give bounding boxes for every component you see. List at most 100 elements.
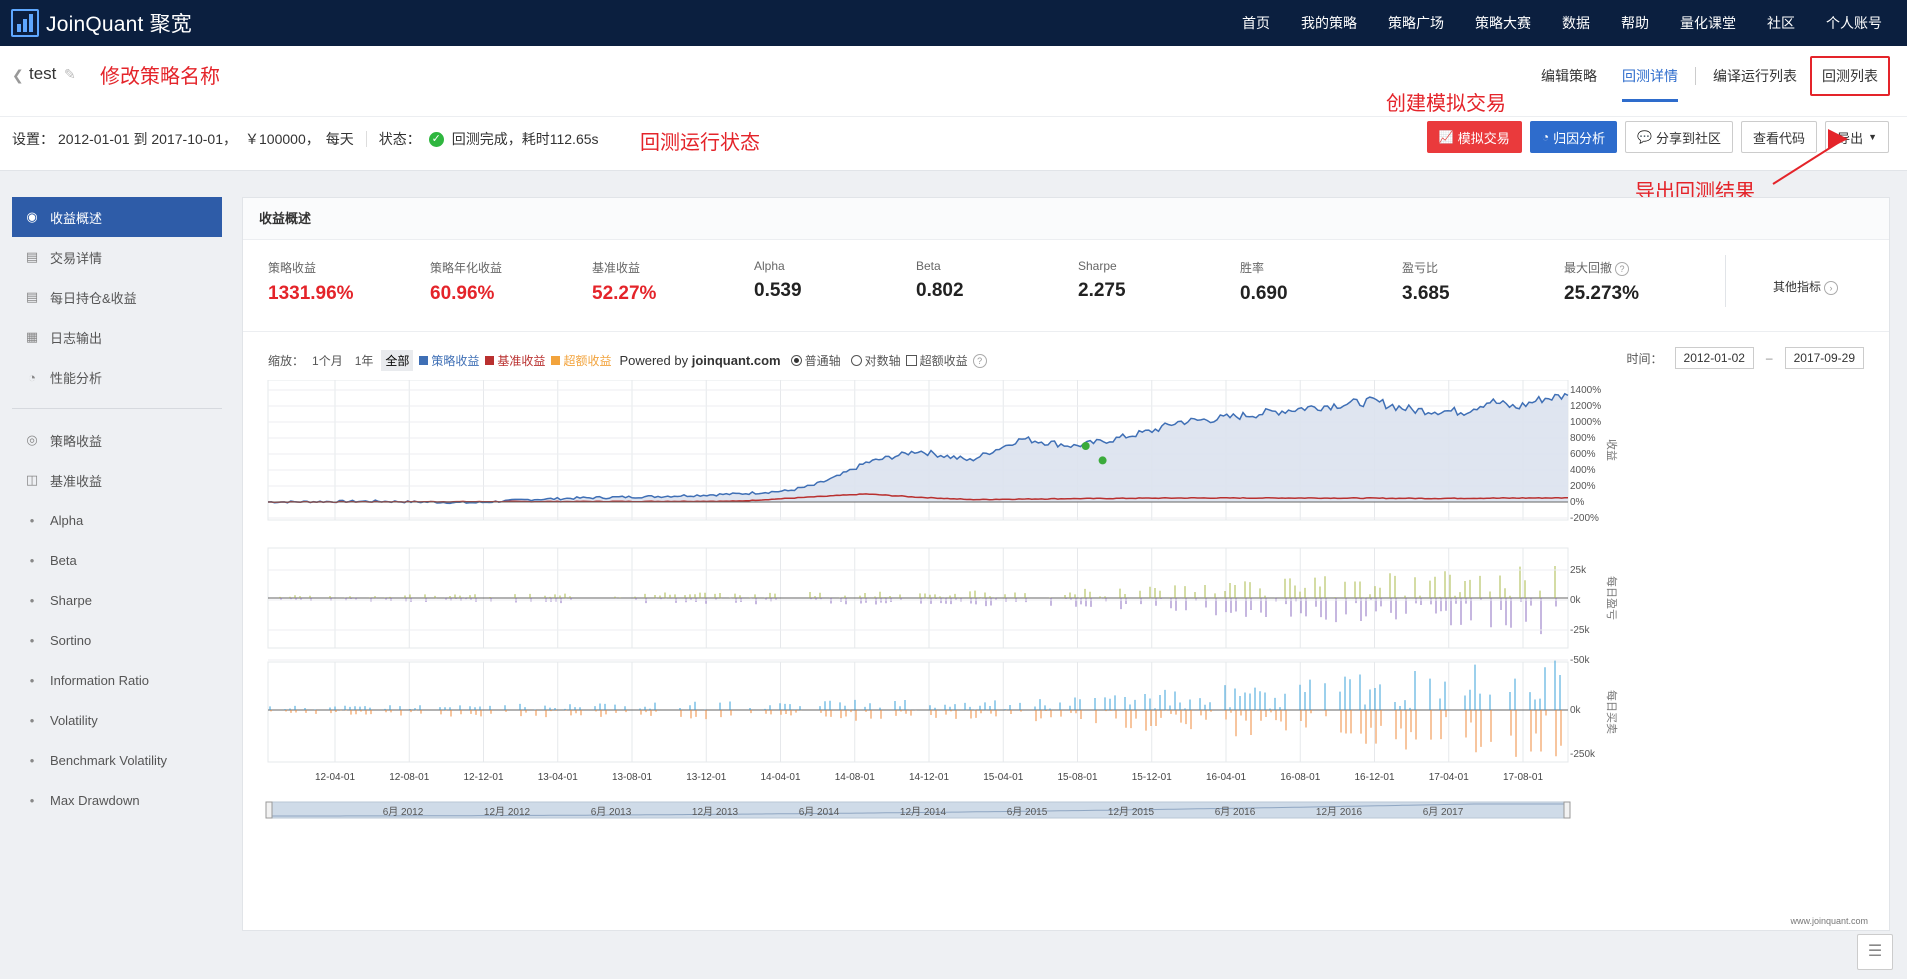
start-date-input[interactable]: 2012-01-02 bbox=[1674, 347, 1754, 369]
sidebar-item-information-ratio[interactable]: • Information Ratio bbox=[12, 660, 222, 700]
tab-divider bbox=[1695, 67, 1696, 85]
daily-trades-chart-frame bbox=[267, 661, 1569, 763]
metric-beta: Beta 0.802 bbox=[916, 259, 964, 302]
navigator-handle-right bbox=[1563, 801, 1571, 819]
share-label: 分享到社区 bbox=[1656, 130, 1722, 146]
list-menu-icon[interactable]: ☰ bbox=[1857, 934, 1893, 970]
tab-compile-list[interactable]: 编译运行列表 bbox=[1713, 68, 1797, 84]
nav-home[interactable]: 首页 bbox=[1242, 15, 1270, 31]
checkbox-excess-return[interactable] bbox=[905, 355, 917, 366]
pie-chart-icon: ◔ bbox=[1541, 130, 1550, 144]
nav-account[interactable]: 个人账号 bbox=[1826, 15, 1882, 31]
strategy-tabs: 编辑策略 回测详情 编译运行列表 回测列表 bbox=[1516, 56, 1890, 102]
legend-excess[interactable]: 超额收益 bbox=[563, 354, 612, 368]
normal-axis-label: 普通轴 bbox=[804, 354, 841, 368]
document-icon: ▤ bbox=[25, 249, 39, 264]
simulate-trade-button[interactable]: 📈 模拟交易 bbox=[1426, 121, 1522, 153]
attribution-button[interactable]: ◔ 归因分析 bbox=[1529, 121, 1618, 153]
back-chevron-icon[interactable]: ❮ bbox=[12, 67, 24, 83]
export-dropdown-button[interactable]: 导出 ▼ bbox=[1825, 121, 1889, 153]
y-tick-label: 25k bbox=[1570, 565, 1587, 576]
help-icon[interactable]: ? bbox=[1615, 262, 1630, 276]
x-tick-label: 14-12-01 bbox=[909, 772, 949, 783]
sidebar-item-alpha[interactable]: • Alpha bbox=[12, 500, 222, 540]
success-check-icon: ✓ bbox=[428, 131, 444, 147]
sidebar-item-label: 性能分析 bbox=[50, 370, 103, 386]
sidebar-item-sharpe[interactable]: • Sharpe bbox=[12, 580, 222, 620]
other-metrics-link[interactable]: 其他指标 › bbox=[1773, 278, 1839, 295]
metric-sharpe: Sharpe 2.275 bbox=[1078, 259, 1126, 302]
sidebar-item-overview[interactable]: ◉ 收益概述 bbox=[12, 197, 222, 237]
x-tick-label: 14-08-01 bbox=[835, 772, 875, 783]
sidebar-item-trades[interactable]: ▤ 交易详情 bbox=[12, 237, 222, 277]
sidebar-item-positions[interactable]: ▤ 每日持仓&收益 bbox=[12, 277, 222, 317]
metric-label: 最大回撤? bbox=[1564, 259, 1639, 276]
powered-prefix: Powered by bbox=[619, 353, 689, 368]
sidebar-item-benchmark-returns[interactable]: ◫ 基准收益 bbox=[12, 460, 222, 500]
x-tick-label: 17-08-01 bbox=[1503, 772, 1543, 783]
nav-community[interactable]: 社区 bbox=[1767, 15, 1795, 31]
sidebar-item-label: 日志输出 bbox=[50, 330, 103, 346]
sidebar-item-max-drawdown[interactable]: • Max Drawdown bbox=[12, 780, 222, 820]
navigator-tick-label: 6月 2012 bbox=[383, 806, 424, 818]
edit-pencil-icon[interactable]: ✎ bbox=[64, 66, 76, 82]
nav-data[interactable]: 数据 bbox=[1562, 15, 1590, 31]
metric-alpha: Alpha 0.539 bbox=[754, 259, 802, 302]
navigator-tick-label: 12月 2014 bbox=[900, 806, 947, 818]
nav-quant-class[interactable]: 量化课堂 bbox=[1680, 15, 1736, 31]
tab-edit-strategy[interactable]: 编辑策略 bbox=[1541, 68, 1597, 84]
metric-value: 52.27% bbox=[592, 283, 657, 304]
legend-benchmark[interactable]: 基准收益 bbox=[497, 354, 546, 368]
nav-help[interactable]: 帮助 bbox=[1621, 15, 1649, 31]
sidebar-item-strategy-returns[interactable]: ◎ 策略收益 bbox=[12, 420, 222, 460]
metric-value: 60.96% bbox=[430, 283, 495, 304]
returns-overview-panel: 收益概述 策略收益 1331.96% 策略年化收益 60.96% 基准收益 52.27… bbox=[242, 197, 1890, 931]
brand-logo[interactable]: JoinQuant 聚宽 bbox=[11, 8, 192, 38]
sidebar-item-beta[interactable]: • Beta bbox=[12, 540, 222, 580]
sidebar-item-label: Volatility bbox=[50, 712, 98, 728]
zoom-label: 缩放： bbox=[268, 354, 305, 368]
action-buttons: 📈 模拟交易 ◔ 归因分析 💬 分享到社区 查看代码 导出 ▼ bbox=[1419, 121, 1889, 153]
zoom-1-year[interactable]: 1年 bbox=[354, 354, 374, 368]
x-tick-label: 14-04-01 bbox=[760, 772, 800, 783]
legend-swatch-excess bbox=[551, 356, 561, 365]
x-tick-label: 13-08-01 bbox=[612, 772, 652, 783]
view-code-button[interactable]: 查看代码 bbox=[1741, 121, 1818, 153]
help-icon[interactable]: ? bbox=[972, 353, 987, 368]
zoom-1-month[interactable]: 1个月 bbox=[312, 354, 343, 368]
sidebar-item-benchmark-volatility[interactable]: • Benchmark Volatility bbox=[12, 740, 222, 780]
legend-strategy[interactable]: 策略收益 bbox=[431, 354, 480, 368]
legend-swatch-strategy bbox=[419, 356, 429, 365]
bar-chart-icon: ▤ bbox=[25, 289, 39, 304]
metric-annualized-return: 策略年化收益 60.96% bbox=[430, 259, 502, 305]
radio-normal-axis[interactable] bbox=[790, 355, 802, 366]
zoom-all[interactable]: 全部 bbox=[381, 350, 414, 371]
sidebar-item-volatility[interactable]: • Volatility bbox=[12, 700, 222, 740]
nav-strategy-plaza[interactable]: 策略广场 bbox=[1388, 15, 1444, 31]
tab-backtest-detail[interactable]: 回测详情 bbox=[1622, 56, 1678, 102]
event-marker bbox=[1081, 442, 1090, 450]
x-tick-label: 13-12-01 bbox=[686, 772, 726, 783]
share-button[interactable]: 💬 分享到社区 bbox=[1625, 121, 1734, 153]
end-date-input[interactable]: 2017-09-29 bbox=[1784, 347, 1864, 369]
metric-value: 1331.96% bbox=[268, 283, 354, 304]
header-divider bbox=[0, 116, 1907, 117]
nav-my-strategies[interactable]: 我的策略 bbox=[1301, 15, 1357, 31]
tab-backtest-list[interactable]: 回测列表 bbox=[1810, 56, 1890, 96]
metric-value: 2.275 bbox=[1078, 280, 1126, 301]
sidebar-item-sortino[interactable]: • Sortino bbox=[12, 620, 222, 660]
y-tick-label: 1000% bbox=[1570, 417, 1601, 428]
trend-chart-icon: 📈 bbox=[1438, 130, 1454, 144]
y-tick-label: -250k bbox=[1570, 749, 1596, 760]
sidebar-item-performance[interactable]: ◔ 性能分析 bbox=[12, 357, 222, 397]
radio-log-axis[interactable] bbox=[850, 355, 862, 366]
sidebar-item-logs[interactable]: ▦ 日志输出 bbox=[12, 317, 222, 357]
chart-controls: 缩放： 1个月 1年 全部 策略收益 基准收益 超额收益 Powered by … bbox=[268, 347, 1864, 371]
time-label: 时间： bbox=[1626, 351, 1663, 366]
x-tick-label: 13-04-01 bbox=[538, 772, 578, 783]
navigator-tick-label: 6月 2014 bbox=[799, 806, 840, 818]
event-marker bbox=[1098, 456, 1107, 465]
nav-competition[interactable]: 策略大赛 bbox=[1475, 15, 1531, 31]
strategy-name[interactable]: test bbox=[29, 64, 57, 83]
overview-icon: ◉ bbox=[26, 209, 38, 224]
